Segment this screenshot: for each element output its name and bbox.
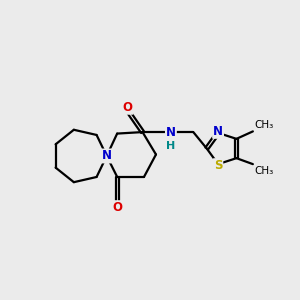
Text: N: N <box>166 126 176 139</box>
Text: CH₃: CH₃ <box>254 120 274 130</box>
Text: O: O <box>112 201 122 214</box>
Text: S: S <box>214 159 222 172</box>
Text: O: O <box>123 101 133 114</box>
Text: CH₃: CH₃ <box>254 166 274 176</box>
Text: N: N <box>213 125 223 138</box>
Text: N: N <box>102 149 112 163</box>
Text: H: H <box>166 141 176 152</box>
